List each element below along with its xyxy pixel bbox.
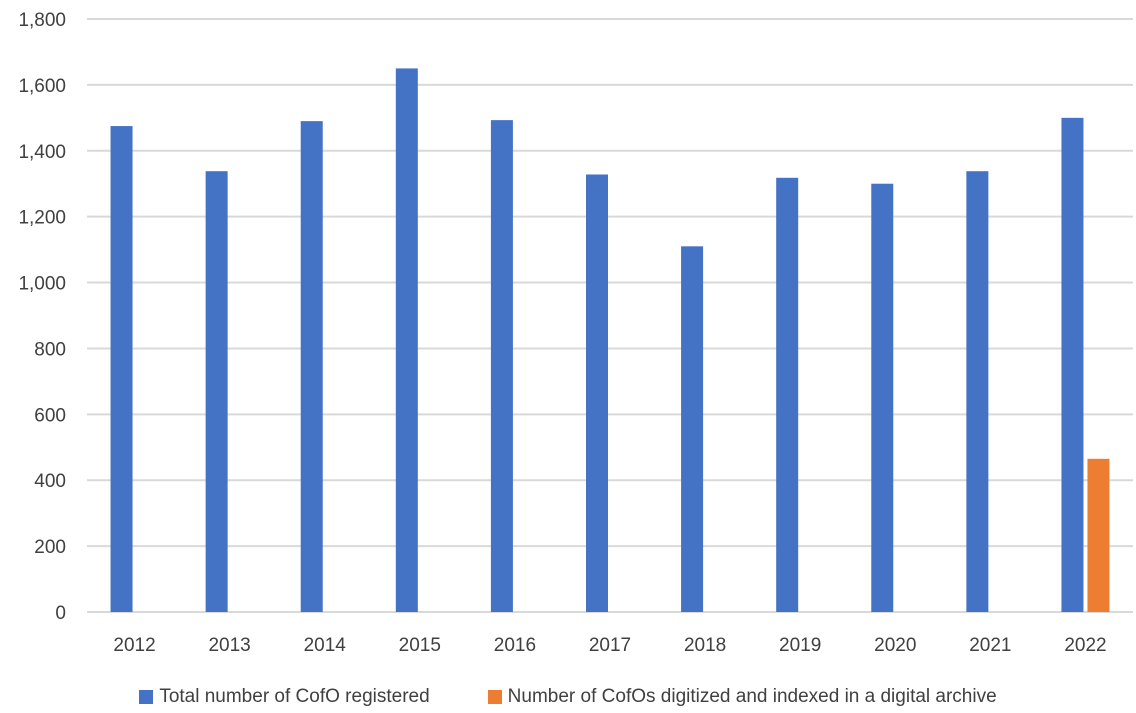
y-tick-label: 1,000 bbox=[18, 274, 66, 295]
bar-total-2020 bbox=[871, 183, 894, 612]
legend-item-digitized: Number of CofOs digitized and indexed in… bbox=[487, 686, 997, 708]
bar-total-2022 bbox=[1061, 117, 1084, 612]
legend-label-total: Total number of CofO registered bbox=[159, 686, 430, 707]
x-tick-label: 2017 bbox=[589, 635, 631, 656]
x-tick-label: 2018 bbox=[684, 635, 726, 656]
y-tick-label: 200 bbox=[34, 537, 66, 558]
y-axis: 0 200 400 600 800 1,000 1,200 1,400 1,600 1,800 bbox=[18, 10, 66, 624]
bar-total-2015 bbox=[395, 68, 418, 612]
x-tick-label: 2016 bbox=[494, 635, 536, 656]
x-tick-label: 2015 bbox=[399, 635, 441, 656]
x-tick-label: 2020 bbox=[874, 635, 916, 656]
bars bbox=[110, 68, 1110, 613]
bar-chart: 0 200 400 600 800 1,000 1,200 1,400 1,600 1,800 2… bbox=[18, 10, 1133, 656]
bar-total-2019 bbox=[776, 177, 799, 612]
x-tick-label: 2022 bbox=[1064, 635, 1106, 656]
bar-total-2012 bbox=[110, 126, 133, 612]
legend-label-digitized: Number of CofOs digitized and indexed in… bbox=[507, 686, 997, 707]
x-tick-label: 2012 bbox=[113, 635, 155, 656]
y-tick-label: 400 bbox=[34, 471, 66, 492]
y-tick-label: 800 bbox=[34, 339, 66, 360]
legend-swatch-digitized bbox=[487, 690, 502, 704]
x-tick-label: 2019 bbox=[779, 635, 821, 656]
y-tick-label: 1,800 bbox=[18, 10, 66, 31]
x-tick-label: 2013 bbox=[208, 635, 250, 656]
x-tick-label: 2014 bbox=[304, 635, 347, 656]
bar-total-2014 bbox=[300, 121, 323, 612]
bar-total-2017 bbox=[586, 174, 608, 612]
bar-total-2016 bbox=[490, 120, 513, 613]
y-tick-label: 1,400 bbox=[18, 142, 66, 163]
bar-total-2018 bbox=[681, 246, 704, 613]
y-tick-label: 1,600 bbox=[18, 76, 66, 97]
y-tick-label: 0 bbox=[55, 603, 66, 624]
x-axis: 2012 2013 2014 2015 2016 2017 2018 2019 2020 2021… bbox=[113, 635, 1106, 656]
legend-item-total: Total number of CofO registered bbox=[139, 686, 430, 708]
bar-total-2021 bbox=[966, 171, 989, 612]
y-tick-label: 1,200 bbox=[18, 208, 66, 229]
gridlines bbox=[87, 18, 1133, 613]
bar-total-2013 bbox=[205, 171, 228, 612]
legend-swatch-total bbox=[139, 690, 154, 704]
y-tick-label: 600 bbox=[34, 405, 66, 426]
x-tick-label: 2021 bbox=[969, 635, 1011, 656]
legend: Total number of CofO registered Number o… bbox=[0, 683, 1136, 711]
bar-digitized-2022 bbox=[1087, 458, 1110, 612]
